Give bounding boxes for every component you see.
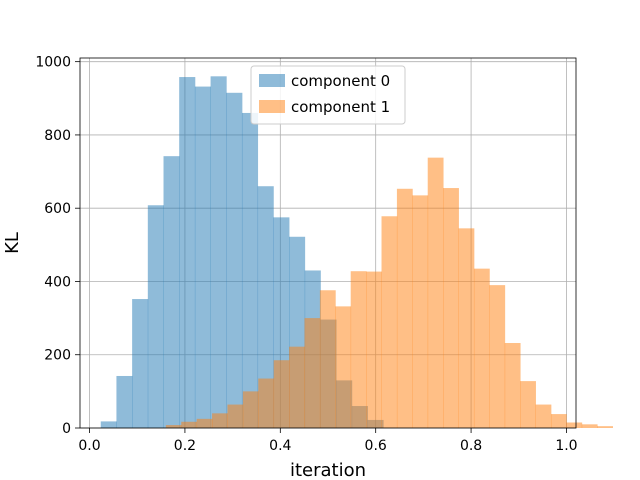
x-tick-label-1: 0.2	[174, 438, 196, 454]
bar-s1-bin-15	[396, 188, 413, 428]
y-tick-label-2: 400	[44, 274, 71, 290]
y-axis-label: KL	[2, 232, 23, 254]
bar-s0-bin-4	[163, 156, 180, 428]
bar-s1-bin-14	[381, 216, 398, 428]
y-tick-label-5: 1000	[35, 55, 71, 71]
bar-s1-bin-7	[273, 360, 290, 428]
y-tick-label-4: 800	[44, 128, 71, 144]
bar-s1-bin-17	[427, 157, 444, 429]
bar-s1-bin-1	[181, 421, 198, 428]
bar-s1-bin-8	[289, 346, 305, 428]
bar-s1-bin-9	[304, 318, 321, 428]
axis-ticks: 0.0 0.2 0.4 0.6 0.8 1.0 0 200 400 600 800 1000	[35, 55, 577, 454]
bar-s1-bin-5	[242, 391, 259, 428]
x-tick-label-3: 0.6	[365, 438, 387, 454]
bar-s1-bin-12	[350, 271, 367, 428]
bar-s1-bin-27	[581, 424, 598, 428]
bar-s0-bin-5	[179, 77, 196, 429]
bar-s1-bin-2	[196, 418, 213, 428]
bar-s1-bin-16	[412, 195, 429, 428]
bar-s1-bin-0	[165, 425, 182, 428]
legend-swatch-1	[259, 100, 285, 113]
plot-frame	[79, 57, 577, 429]
bar-s1-bin-20	[473, 268, 490, 428]
bar-s1-bin-26	[566, 422, 583, 428]
bar-s0-bin-3	[147, 205, 164, 428]
x-tick-label-5: 1.0	[555, 438, 577, 454]
bar-s0-bin-9	[241, 112, 259, 428]
x-tick-label-2: 0.4	[269, 438, 291, 454]
y-tick-label-0: 0	[62, 421, 71, 437]
bar-s0-bin-10	[257, 186, 274, 428]
bar-s1-bin-4	[227, 404, 244, 428]
bar-s1-bin-11	[335, 306, 352, 428]
bar-s0-bin-6	[194, 86, 211, 429]
bar-s0-bin-0	[100, 421, 117, 428]
bar-s0-bin-7	[210, 76, 227, 428]
bar-s1-bin-19	[458, 228, 475, 428]
bar-s1-bin-18	[443, 188, 459, 428]
bar-s1-bin-13	[366, 271, 382, 428]
bar-s0-bin-8	[226, 92, 243, 429]
legend-swatch-0	[259, 74, 285, 87]
bar-s0-bin-2	[132, 299, 149, 428]
bar-s1-bin-25	[550, 414, 567, 428]
bar-s1-bin-22	[504, 343, 521, 428]
y-tick-label-3: 600	[44, 201, 71, 217]
x-axis-label: iteration	[290, 460, 366, 480]
legend-label-0: component 0	[291, 72, 390, 90]
legend: component 0 component 1	[250, 65, 406, 125]
bar-s1-bin-21	[489, 285, 506, 428]
bar-s0-bin-1	[116, 375, 133, 428]
bar-s1-bin-23	[520, 381, 536, 428]
y-tick-label-1: 200	[44, 348, 71, 364]
histogram-bars	[100, 76, 613, 429]
bar-s1-bin-3	[212, 413, 228, 428]
bar-s1-bin-24	[535, 404, 552, 428]
x-tick-label-0: 0.0	[78, 438, 100, 454]
x-tick-label-4: 0.8	[460, 438, 482, 454]
bar-s1-bin-10	[319, 290, 336, 428]
legend-label-1: component 1	[291, 98, 390, 116]
bar-s1-bin-6	[258, 378, 275, 428]
legend-box	[250, 65, 406, 125]
bar-s1-bin-28	[597, 426, 613, 428]
